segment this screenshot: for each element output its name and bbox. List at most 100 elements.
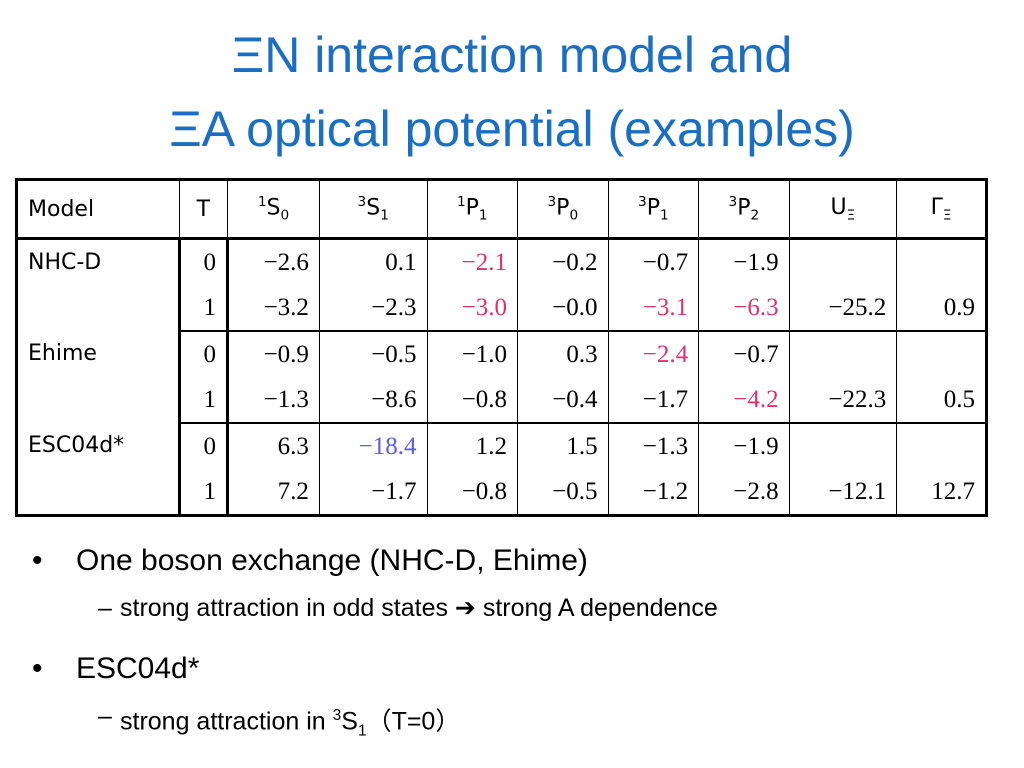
- subscript: 0: [569, 207, 579, 224]
- superscript: 3: [547, 194, 557, 211]
- empty-cell: [788, 423, 898, 469]
- t-cell: 1: [178, 377, 230, 424]
- value-cell: −1.3: [227, 377, 320, 424]
- value-cell: −0.5: [517, 469, 609, 517]
- header-symbol: Γ: [930, 194, 943, 220]
- t-cell: 0: [178, 331, 230, 377]
- sub-text: strong attraction in: [120, 707, 333, 736]
- superscript: 3: [728, 194, 738, 211]
- value-cell: −1.9: [698, 238, 790, 285]
- model-cell: NHC-D: [16, 238, 181, 331]
- value-cell: 0.3: [517, 331, 609, 377]
- bullet-list: One boson exchange (NHC-D, Ehime)strong …: [0, 538, 1024, 754]
- superscript: 3: [357, 194, 367, 211]
- u-cell: −25.2: [788, 285, 898, 332]
- header-cell: 1P1: [426, 179, 519, 240]
- value-cell: −0.4: [517, 377, 609, 424]
- value-cell: −0.7: [607, 238, 700, 285]
- value-cell: −2.6: [227, 238, 320, 285]
- t-cell: 0: [178, 238, 230, 285]
- value-cell: −8.6: [318, 377, 428, 424]
- header-symbol: S: [266, 195, 281, 221]
- superscript: 3: [638, 194, 647, 211]
- table-row: 1 −1.3 −8.6 −0.8 −0.4 −1.7 −4.2 −22.3 0.5: [17, 377, 987, 424]
- value-cell: −1.3: [607, 423, 700, 469]
- table-row: NHC-D 0 −2.6 0.1 −2.1 −0.2 −0.7 −1.9: [16, 238, 987, 331]
- header-symbol: P: [737, 195, 751, 221]
- value-cell: 6.3: [227, 423, 320, 469]
- subscript: Ξ: [942, 207, 952, 224]
- value-cell: −0.0: [517, 285, 609, 332]
- header-cell: Model: [16, 179, 180, 240]
- sub-bullet: strong attraction in odd states ➔ strong…: [0, 588, 1024, 646]
- title-line: ΞN interaction model and: [231, 27, 793, 83]
- value-cell: −2.1: [426, 238, 519, 285]
- value-cell: −3.0: [426, 285, 519, 332]
- arrow-icon: ➔: [447, 594, 483, 622]
- u-cell: −22.3: [788, 377, 898, 424]
- empty-cell: [896, 331, 987, 377]
- value-cell: −2.8: [698, 469, 790, 517]
- header-symbol: S: [366, 195, 381, 221]
- header-cell: UΞ: [788, 179, 898, 240]
- empty-cell: [788, 331, 898, 377]
- value-cell: −0.2: [517, 238, 609, 285]
- table-row: 1 −3.2 −2.3 −3.0 −0.0 −3.1 −6.3 −25.2 0.9: [17, 285, 987, 332]
- table-row: Ehime 0 −0.9 −0.5 −1.0 0.3 −2.4 −0.7: [16, 331, 987, 423]
- value-cell: 0.1: [318, 238, 428, 285]
- subscript: 1: [659, 207, 669, 224]
- header-symbol: P: [646, 195, 660, 221]
- title-line: ΞA optical potential (examples): [169, 101, 855, 157]
- value-cell: 1.2: [426, 423, 519, 469]
- sub-text: （T=0）: [366, 707, 461, 736]
- value-cell: −1.7: [318, 469, 428, 517]
- bullet: ESC04d*: [0, 646, 1024, 696]
- value-cell: −1.9: [698, 423, 790, 469]
- subscript: 0: [280, 207, 290, 224]
- superscript: 1: [257, 194, 267, 211]
- value-cell: −0.7: [698, 331, 790, 377]
- superscript: 1: [456, 194, 466, 211]
- value-cell: 1.5: [517, 423, 609, 469]
- title: ΞN interaction model and ΞA optical pote…: [0, 18, 1024, 166]
- value-cell: −3.1: [607, 285, 700, 332]
- header-cell: 3P0: [517, 179, 609, 240]
- subscript: 2: [750, 207, 760, 224]
- table-row: ESC04d* 0 6.3 −18.4 1.2 1.5 −1.3 −1.9: [16, 423, 987, 516]
- subscript: 1: [478, 207, 488, 224]
- sub-bullet: strong attraction in 3S1（T=0）: [0, 696, 1024, 754]
- header-cell: 3S1: [318, 179, 428, 240]
- t-cell: 1: [178, 469, 230, 517]
- value-cell: −6.3: [698, 285, 790, 332]
- value-cell: −2.3: [318, 285, 428, 332]
- sub-text: strong A dependence: [482, 594, 718, 622]
- model-cell: ESC04d*: [16, 423, 181, 516]
- value-cell: −1.2: [607, 469, 700, 517]
- header-symbol: P: [465, 195, 479, 221]
- empty-cell: [896, 238, 987, 285]
- gamma-cell: 0.5: [896, 377, 987, 424]
- table-row: 1 7.2 −1.7 −0.8 −0.5 −1.2 −2.8 −12.1 12.7: [17, 469, 987, 517]
- gamma-cell: 0.9: [896, 285, 987, 332]
- header-text: Model: [28, 196, 95, 222]
- header-text: T: [196, 196, 211, 222]
- model-cell: Ehime: [16, 331, 181, 423]
- t-cell: 1: [178, 285, 230, 332]
- value-cell: −1.7: [607, 377, 700, 424]
- header-symbol: P: [556, 195, 570, 221]
- header-row: Model T 1S0 3S1 1P1 3P0 3P1 3P2 UΞ ΓΞ: [16, 179, 987, 240]
- value-cell: −1.0: [426, 331, 519, 377]
- subscript: Ξ: [846, 207, 856, 224]
- empty-cell: [896, 423, 987, 469]
- table: Model T 1S0 3S1 1P1 3P0 3P1 3P2 UΞ ΓΞ NHC-D 0 −2.6 0.…: [15, 178, 988, 517]
- superscript: 3: [332, 707, 342, 724]
- header-cell: 3P1: [607, 179, 700, 240]
- header-symbol: U: [830, 194, 847, 220]
- header-cell: 1S0: [227, 179, 320, 240]
- value-cell: −3.2: [227, 285, 320, 332]
- value-cell: −18.4: [318, 423, 428, 469]
- value-cell: −0.5: [318, 331, 428, 377]
- subscript: 1: [357, 722, 367, 740]
